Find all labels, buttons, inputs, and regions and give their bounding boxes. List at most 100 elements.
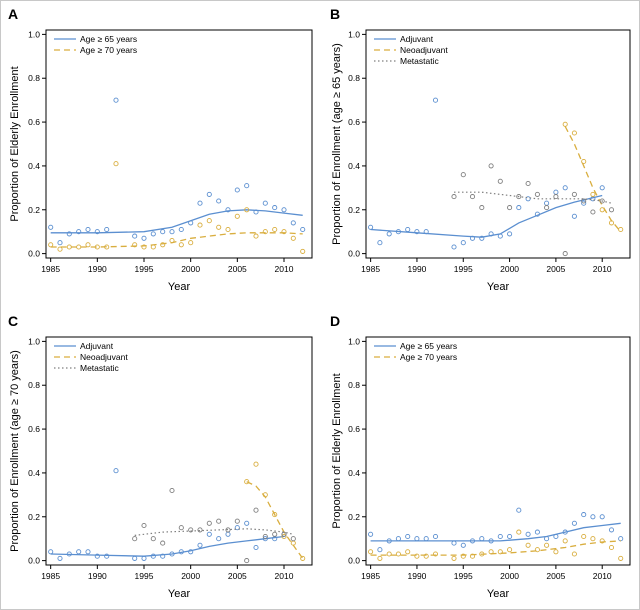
panel-letter: D <box>330 313 340 329</box>
data-point <box>132 242 138 248</box>
data-point <box>377 547 383 553</box>
trend-line <box>564 126 622 233</box>
data-point <box>386 551 392 557</box>
data-point <box>590 191 596 197</box>
data-point <box>479 205 485 211</box>
data-point <box>479 536 485 542</box>
y-axis-title: Proportion of Elderly Enrollment <box>331 373 343 528</box>
data-point <box>414 229 420 235</box>
data-point <box>160 242 166 248</box>
y-tick-label: 0.4 <box>348 161 360 171</box>
data-point <box>432 533 439 540</box>
x-tick-label: 1990 <box>407 264 426 274</box>
y-tick-label: 0.0 <box>28 556 40 566</box>
legend-label: Age ≥ 65 years <box>80 34 137 44</box>
chart-panel-c: C 0.0 0.2 0.4 0.6 0.8 1.0 1985 1990 1995 2000 2005 2… <box>8 313 313 600</box>
x-tick-label: 1990 <box>88 264 107 274</box>
data-point <box>57 555 63 561</box>
data-point <box>94 229 100 235</box>
y-axis-title: Proportion of Enrollment (age ≥ 65 years… <box>331 43 343 245</box>
data-point <box>469 538 476 544</box>
data-point <box>113 97 119 103</box>
data-point <box>618 536 624 542</box>
data-point <box>216 518 222 524</box>
panel-letter: B <box>330 6 340 22</box>
chart-panel-a: A 0.0 0.2 0.4 0.6 0.8 1.0 1985 1990 1995 2000 2005 2… <box>8 6 313 293</box>
data-point <box>432 97 439 103</box>
x-axis-title: Year <box>168 588 191 600</box>
data-point <box>497 233 503 239</box>
data-point <box>525 180 531 187</box>
y-tick-label: 0.6 <box>348 117 360 127</box>
x-tick-label: 1995 <box>454 571 473 581</box>
x-tick-label: 1985 <box>41 571 60 581</box>
x-tick-label: 2010 <box>593 264 612 274</box>
data-point <box>377 555 383 561</box>
data-point <box>405 533 411 540</box>
data-point <box>534 211 540 217</box>
data-point <box>272 226 278 233</box>
data-point <box>497 549 503 555</box>
series-neoadjuvant <box>562 121 624 233</box>
legend-label: Neoadjuvant <box>400 45 448 55</box>
data-point <box>553 549 559 555</box>
y-tick-label: 1.0 <box>348 336 360 346</box>
data-point <box>488 231 494 237</box>
data-point <box>85 242 91 248</box>
data-point <box>581 200 587 206</box>
data-point <box>160 229 166 235</box>
trend-line <box>370 194 603 238</box>
data-point <box>178 525 184 531</box>
legend-label: Metastatic <box>80 363 119 373</box>
x-tick-label: 1990 <box>88 571 107 581</box>
y-tick-label: 0.4 <box>28 161 40 171</box>
y-tick-label: 1.0 <box>28 29 40 39</box>
data-point <box>234 213 240 219</box>
data-point <box>94 553 100 559</box>
data-point <box>608 527 615 533</box>
data-point <box>57 246 63 252</box>
data-point <box>281 207 287 213</box>
data-point <box>141 244 147 250</box>
x-tick-label: 1995 <box>454 264 473 274</box>
data-point <box>497 533 503 540</box>
data-point <box>544 536 550 542</box>
x-tick-label: 2005 <box>546 264 565 274</box>
data-point <box>451 194 457 200</box>
data-point <box>599 514 605 520</box>
data-point <box>104 244 110 250</box>
legend-label: Neoadjuvant <box>80 352 128 362</box>
trend-line <box>454 191 612 204</box>
data-point <box>395 551 401 557</box>
data-point <box>544 200 550 206</box>
data-point <box>272 512 278 518</box>
y-tick-label: 0.8 <box>28 73 40 83</box>
data-point <box>48 224 54 230</box>
data-point <box>85 226 91 233</box>
series-age-70-years <box>368 529 624 561</box>
data-point <box>188 549 194 555</box>
data-point <box>553 194 559 200</box>
data-point <box>581 512 587 518</box>
data-point <box>469 553 476 559</box>
legend-label: Age ≥ 70 years <box>400 352 457 362</box>
data-point <box>57 240 63 246</box>
x-axis-title: Year <box>168 281 191 293</box>
x-tick-label: 2000 <box>181 264 200 274</box>
y-axis-title: Proportion of Elderly Enrollment <box>9 66 21 221</box>
data-point <box>160 540 166 546</box>
data-point <box>206 531 212 537</box>
data-point <box>141 235 147 241</box>
data-point <box>253 544 259 551</box>
trend-line <box>50 209 303 234</box>
x-tick-label: 2010 <box>275 571 294 581</box>
data-point <box>553 533 559 540</box>
data-point <box>386 231 392 237</box>
data-point <box>300 555 306 561</box>
data-point <box>395 536 401 542</box>
trend-line <box>50 535 285 557</box>
legend-label: Age ≥ 70 years <box>80 45 137 55</box>
data-point <box>599 198 605 204</box>
data-point <box>451 555 457 561</box>
